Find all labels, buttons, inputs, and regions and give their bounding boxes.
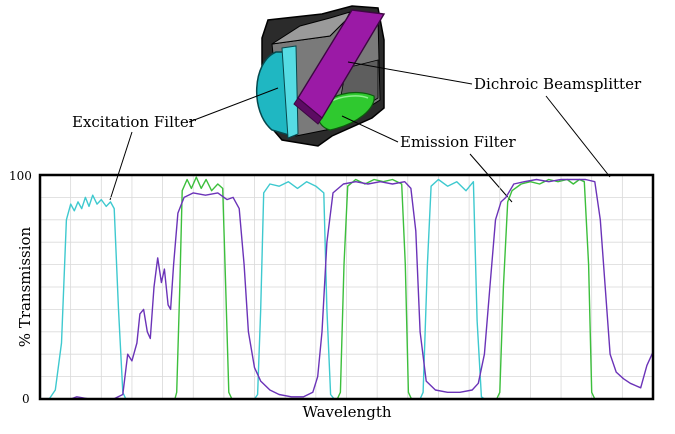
y-tick-100: 100: [9, 169, 32, 183]
emission-leader-top: [341, 115, 399, 143]
dichroic-leader-top: [347, 61, 473, 85]
excitation-filter-edge: [281, 45, 299, 139]
transmission-chart: 100 0 % Transmission Wavelength: [9, 169, 655, 421]
emission-filter-label: Emission Filter: [400, 133, 517, 151]
filter-cube-illustration: [255, 5, 386, 147]
chart-series: [40, 176, 654, 400]
excitation-curve: [40, 178, 653, 400]
excitation-leader-chart: [109, 131, 133, 201]
callouts: Excitation Filter Dichroic Beamsplitter …: [72, 61, 642, 203]
dichroic-curve: [40, 178, 654, 400]
excitation-leader-top: [188, 87, 279, 123]
plot-frame: [38, 173, 655, 401]
dichroic-beamsplitter-label: Dichroic Beamsplitter: [474, 75, 642, 93]
dichroic-leader-chart: [545, 95, 611, 178]
y-tick-0: 0: [22, 392, 30, 406]
emission-leader-chart: [469, 153, 513, 203]
excitation-filter-label: Excitation Filter: [72, 113, 197, 131]
x-axis-title: Wavelength: [302, 403, 391, 421]
y-axis-title: % Transmission: [16, 226, 34, 347]
dichroic-plate-edge: [293, 97, 323, 125]
